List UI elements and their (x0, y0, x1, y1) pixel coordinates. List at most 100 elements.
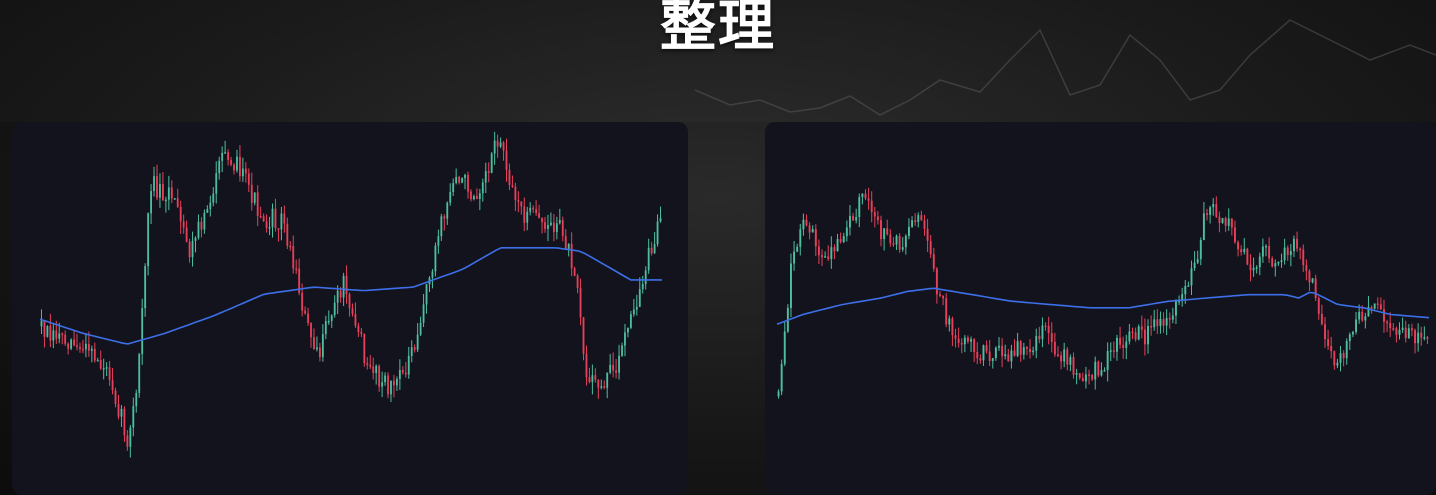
candle-body (514, 186, 517, 200)
candle (265, 214, 268, 233)
candle-body (419, 322, 422, 335)
candle-body (105, 367, 108, 369)
candle-body (268, 227, 271, 229)
candle-body (505, 150, 508, 170)
candle-body (1025, 347, 1028, 349)
candle-body (991, 358, 994, 361)
candle (360, 327, 363, 338)
candle (259, 206, 262, 219)
candle (449, 183, 452, 206)
candle-body (398, 370, 401, 379)
candle (1302, 244, 1305, 273)
candle (550, 212, 552, 227)
candle (156, 164, 158, 201)
candle-body (1106, 351, 1109, 371)
candle-body (621, 345, 623, 356)
candle-body (99, 359, 102, 369)
candle-body (612, 364, 615, 371)
candle-body (911, 220, 914, 227)
candle-body (585, 353, 588, 378)
candle-body (280, 213, 283, 230)
candle (1373, 303, 1376, 310)
candle-body (1112, 350, 1115, 352)
candle (440, 213, 443, 241)
candle (783, 321, 786, 367)
candle-body (1162, 318, 1165, 326)
candle-body (793, 251, 796, 264)
chart-panel-left (12, 122, 688, 495)
candle (1206, 208, 1208, 221)
candle (793, 241, 796, 271)
candle (167, 175, 170, 211)
candle-body (354, 314, 357, 326)
candle (898, 233, 901, 253)
candle (470, 189, 472, 202)
candle (253, 192, 256, 206)
candle-body (1032, 350, 1035, 353)
candle (99, 350, 102, 371)
candle-body (478, 193, 481, 199)
candle-body (1355, 319, 1358, 332)
candle (830, 236, 833, 269)
candle-body (1181, 294, 1184, 301)
candle (886, 219, 889, 236)
candle-body (517, 199, 520, 202)
candle (1072, 352, 1075, 379)
candle-body (1184, 285, 1187, 295)
candle (873, 207, 876, 228)
candle (1230, 218, 1233, 236)
candle-body (200, 221, 203, 230)
candle (1097, 360, 1100, 378)
candle-body (1116, 337, 1118, 352)
candle (948, 315, 951, 332)
candle (194, 236, 197, 253)
candle (979, 354, 982, 364)
candle (250, 172, 253, 211)
candle (935, 267, 938, 304)
candle (1423, 326, 1426, 341)
candle (647, 238, 650, 274)
candle (1044, 322, 1047, 331)
candle-body (1190, 268, 1193, 286)
candle-body (1221, 218, 1224, 223)
candle (1376, 297, 1379, 310)
candle (49, 313, 52, 348)
candle-body (407, 355, 410, 375)
candle-body (416, 334, 419, 350)
candle-body (162, 183, 164, 201)
candle (624, 323, 626, 357)
candle (247, 168, 250, 193)
candle (911, 216, 914, 228)
candle (179, 200, 182, 234)
candle (90, 345, 93, 363)
candle (153, 166, 155, 197)
candle-body (945, 298, 948, 325)
candle-body (898, 235, 901, 250)
candle (1193, 251, 1196, 271)
candle-body (635, 306, 638, 310)
candle (283, 205, 286, 233)
candle-body (437, 236, 440, 246)
candle (345, 265, 348, 304)
candle-body (1206, 213, 1208, 215)
candle-body (1125, 341, 1128, 348)
candle (1395, 326, 1398, 343)
candle-body (1202, 213, 1205, 240)
candle (1106, 342, 1109, 382)
candle (811, 225, 814, 233)
candle-body (274, 208, 277, 229)
candle-body (1426, 337, 1429, 339)
candle (452, 178, 455, 197)
candle-body (1308, 271, 1311, 283)
candle (861, 193, 864, 205)
candle-body (464, 174, 466, 179)
candle-body (173, 198, 176, 200)
candle (609, 353, 612, 375)
candle (292, 235, 295, 274)
candle-body (209, 202, 212, 209)
candle-body (979, 358, 982, 361)
candle-body (1057, 354, 1059, 356)
candle-body (387, 375, 389, 395)
candle-body (1370, 307, 1373, 309)
candle-body (384, 375, 386, 383)
